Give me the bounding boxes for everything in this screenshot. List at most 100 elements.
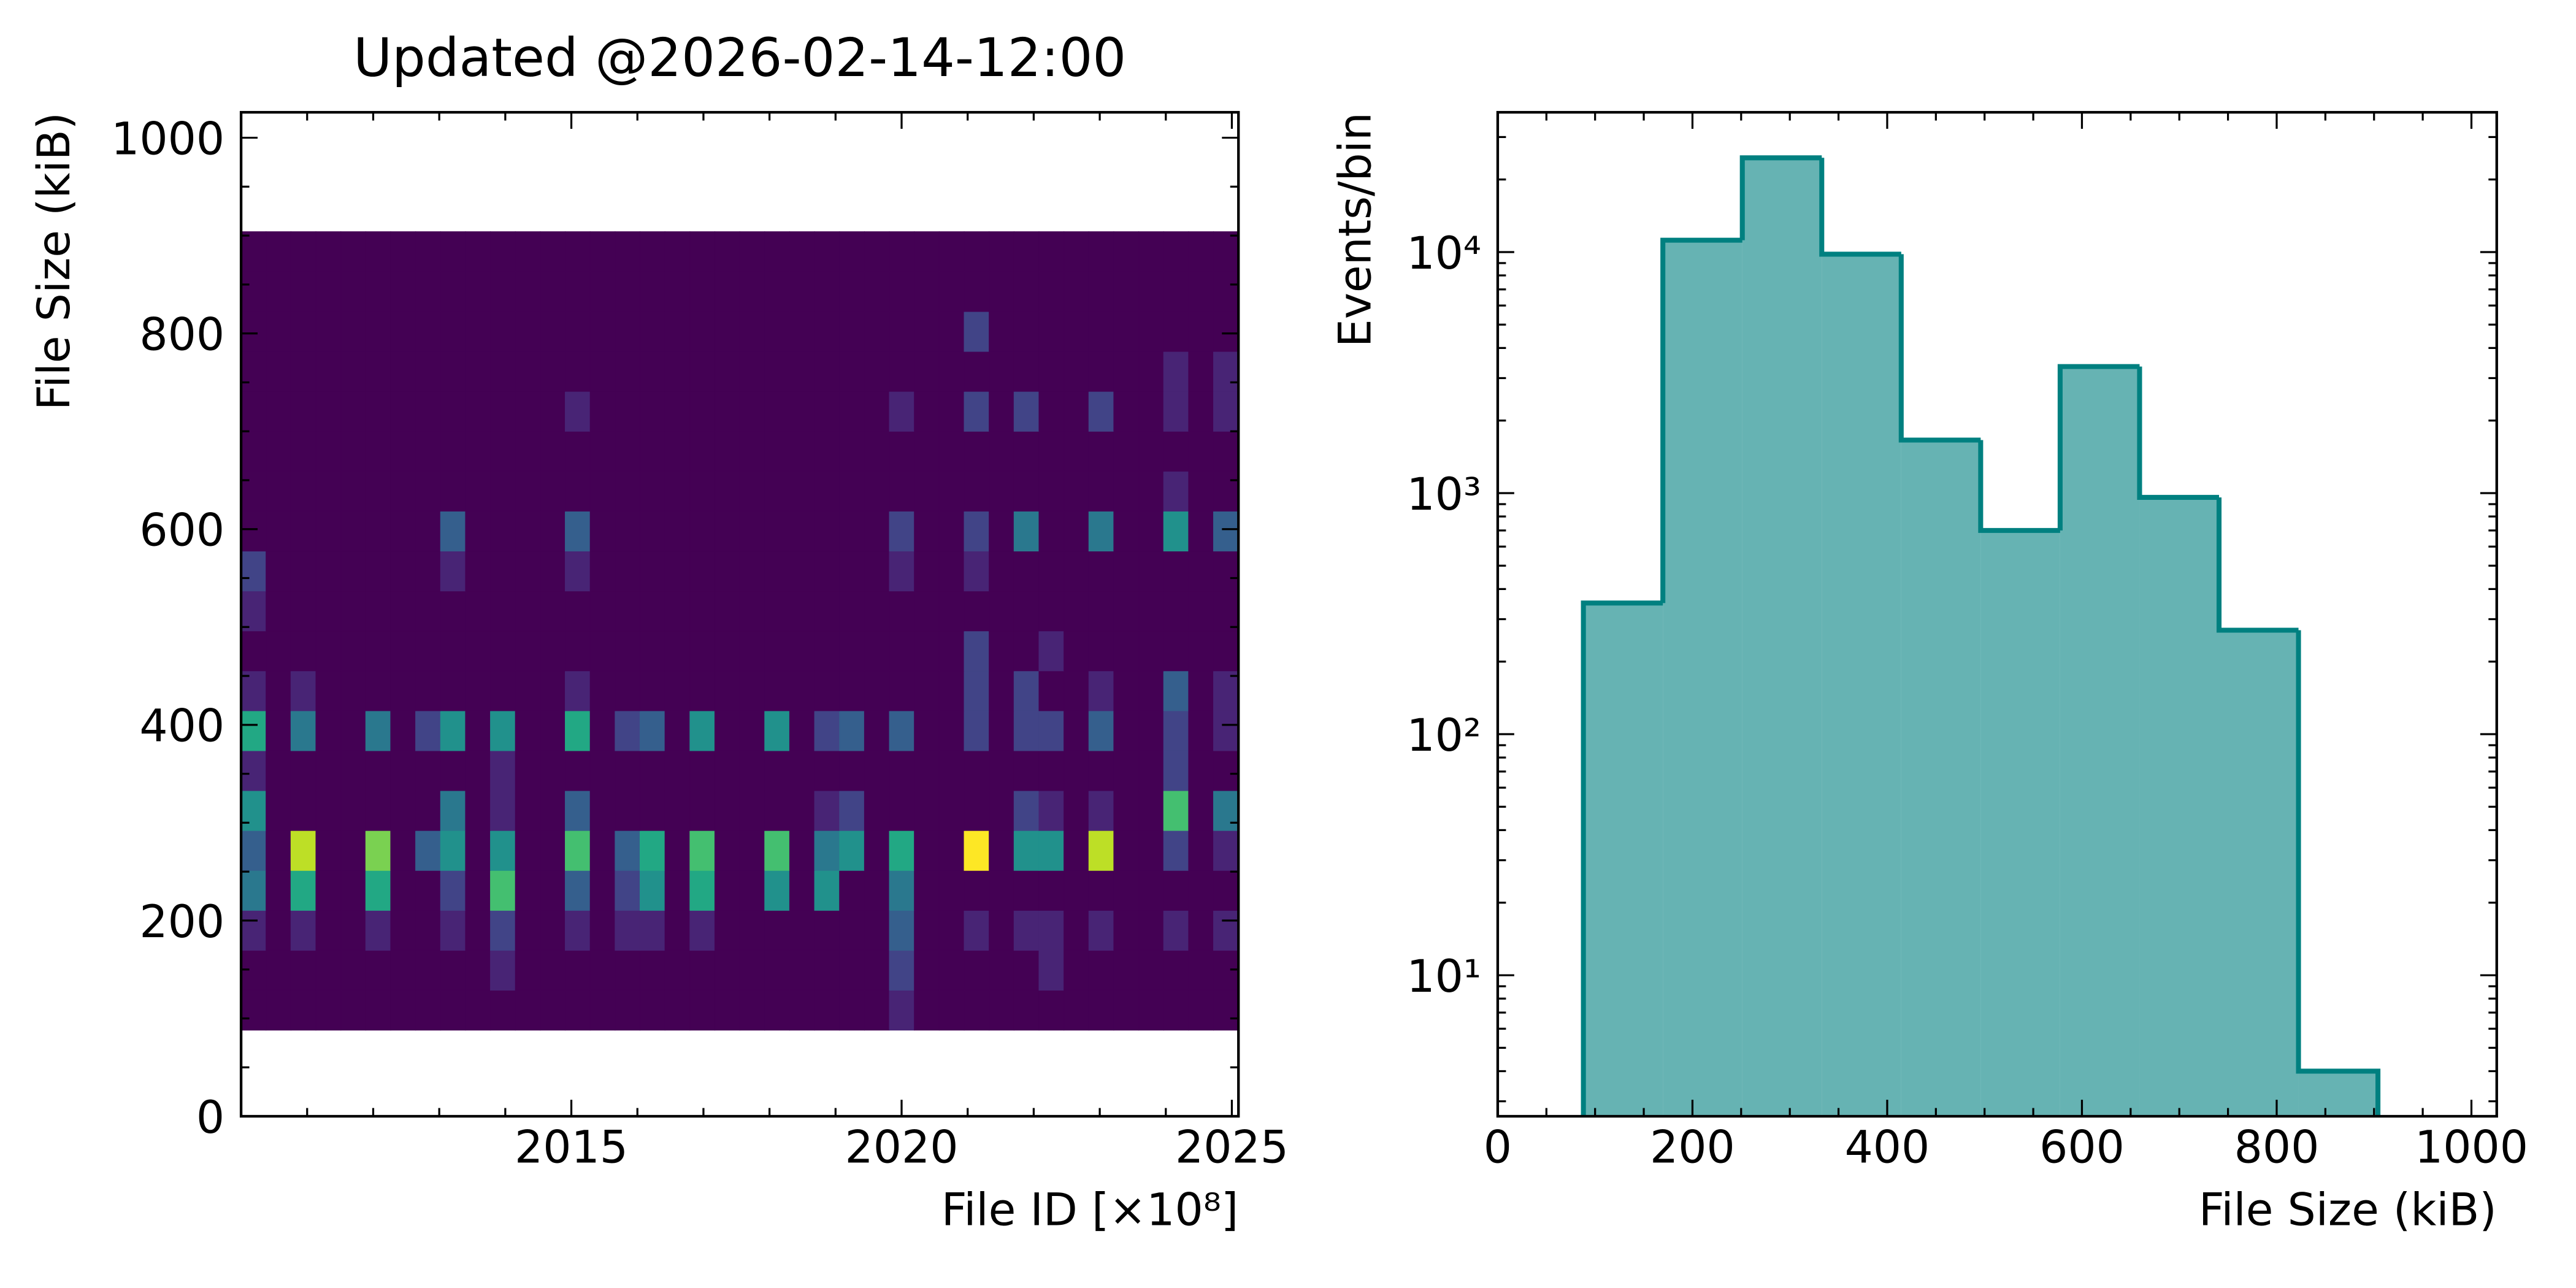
heatmap-cell bbox=[1113, 830, 1140, 871]
heatmap-cell bbox=[1038, 670, 1065, 711]
heatmap-cell bbox=[266, 550, 291, 592]
heatmap-cell bbox=[390, 631, 416, 672]
heatmap-cell bbox=[465, 271, 491, 312]
heatmap-cell bbox=[914, 790, 940, 831]
heatmap-cell bbox=[839, 910, 865, 951]
heatmap-cell bbox=[938, 550, 965, 592]
heatmap-cell bbox=[540, 231, 566, 272]
heatmap-cell bbox=[465, 510, 491, 552]
heatmap-cell bbox=[864, 510, 890, 552]
heatmap-cell bbox=[789, 591, 815, 632]
heatmap-cell bbox=[1213, 550, 1239, 592]
heatmap-cell bbox=[789, 910, 815, 951]
heatmap-cell bbox=[440, 271, 466, 312]
heatmap-cell bbox=[864, 351, 890, 392]
heatmap-cell bbox=[365, 750, 391, 791]
heatmap-cell bbox=[240, 710, 267, 751]
heatmap-cell bbox=[989, 631, 1014, 672]
heatmap-cell bbox=[1013, 231, 1040, 272]
heatmap-cell bbox=[515, 670, 541, 711]
heatmap-cell bbox=[1013, 631, 1040, 672]
heatmap-cell bbox=[290, 631, 316, 672]
heatmap-cell bbox=[640, 910, 665, 951]
heatmap-cell bbox=[640, 949, 665, 991]
heatmap-cell bbox=[938, 391, 965, 432]
heatmap-cell bbox=[465, 710, 491, 751]
heatmap-cell bbox=[390, 910, 416, 951]
heatmap-cell bbox=[864, 550, 890, 592]
heatmap-cell bbox=[1013, 550, 1040, 592]
heatmap-cell bbox=[290, 391, 316, 432]
heatmap-cell bbox=[1113, 750, 1140, 791]
heatmap-cell bbox=[714, 470, 740, 512]
heatmap-cell bbox=[515, 790, 541, 831]
heatmap-cell bbox=[964, 591, 990, 632]
heatmap-cell bbox=[1038, 271, 1065, 312]
heatmap-cell bbox=[989, 550, 1014, 592]
heatmap-cell bbox=[640, 591, 665, 632]
heatmap-cell bbox=[1038, 431, 1065, 472]
heatmap-cell bbox=[938, 750, 965, 791]
heatmap-cell bbox=[814, 710, 840, 751]
heatmap-cell bbox=[689, 550, 716, 592]
heatmap-cell bbox=[664, 510, 691, 552]
heatmap-cell bbox=[814, 949, 840, 991]
heatmap-cell bbox=[1163, 910, 1189, 951]
heatmap-cell bbox=[839, 750, 865, 791]
heatmap-cell bbox=[1013, 470, 1040, 512]
heatmap-cell bbox=[290, 670, 316, 711]
heatmap-cell bbox=[415, 311, 441, 352]
heatmap-cell bbox=[515, 271, 541, 312]
heatmap-cell bbox=[290, 470, 316, 512]
heatmap-cell bbox=[1163, 391, 1189, 432]
heatmap-cell bbox=[490, 670, 516, 711]
heatmap-cell bbox=[540, 591, 566, 632]
heatmap-cell bbox=[1163, 431, 1189, 472]
heatmap-cell bbox=[440, 631, 466, 672]
heatmap-cell bbox=[365, 631, 391, 672]
heatmap-cell bbox=[664, 989, 691, 1031]
heatmap-cell bbox=[964, 710, 990, 751]
histogram-step bbox=[2137, 366, 2220, 500]
heatmap-cell bbox=[290, 351, 316, 392]
heatmap-cell bbox=[615, 510, 641, 552]
heatmap-cell bbox=[839, 231, 865, 272]
heatmap-cell bbox=[1088, 870, 1114, 911]
heatmap-cell bbox=[864, 949, 890, 991]
heatmap-cell bbox=[938, 231, 965, 272]
heatmap-cell bbox=[1138, 391, 1164, 432]
heatmap-cell bbox=[640, 830, 665, 871]
heatmap-cell bbox=[1163, 631, 1189, 672]
histogram-bar bbox=[1663, 240, 1742, 1116]
heatmap-cell bbox=[1213, 989, 1239, 1031]
heatmap-cell bbox=[290, 591, 316, 632]
heatmap-cell bbox=[938, 710, 965, 751]
heatmap-cell bbox=[640, 391, 665, 432]
histogram-bar bbox=[2060, 366, 2140, 1116]
heatmap-cell bbox=[440, 591, 466, 632]
y-tick-label: 800 bbox=[139, 310, 224, 361]
heatmap-cell bbox=[814, 670, 840, 711]
heatmap-cell bbox=[764, 311, 791, 352]
heatmap-cell bbox=[390, 550, 416, 592]
heatmap-cell bbox=[240, 351, 267, 392]
heatmap-cell bbox=[914, 631, 940, 672]
heatmap-cell bbox=[1163, 470, 1189, 512]
heatmap-cell bbox=[540, 790, 566, 831]
heatmap-cell bbox=[515, 351, 541, 392]
heatmap-cell bbox=[914, 670, 940, 711]
heatmap-cell bbox=[689, 351, 716, 392]
x-axis-label: File ID [×10⁸] bbox=[941, 1185, 1239, 1236]
heatmap-cell bbox=[266, 989, 291, 1031]
heatmap-cell bbox=[938, 989, 965, 1031]
heatmap-cell bbox=[365, 470, 391, 512]
heatmap-cell bbox=[1138, 949, 1164, 991]
heatmap-cell bbox=[814, 591, 840, 632]
heatmap-cell bbox=[440, 670, 466, 711]
heatmap-cell bbox=[515, 431, 541, 472]
heatmap-cell bbox=[1013, 391, 1040, 432]
heatmap-cell bbox=[1163, 591, 1189, 632]
heatmap-cell bbox=[390, 431, 416, 472]
heatmap-cell bbox=[515, 391, 541, 432]
heatmap-cell bbox=[714, 391, 740, 432]
